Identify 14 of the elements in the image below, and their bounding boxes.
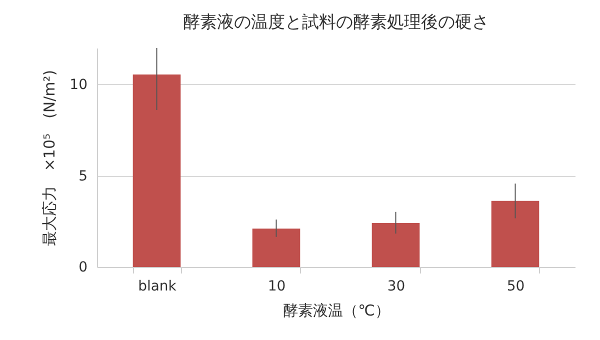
x-tick-label: 10 <box>268 278 286 294</box>
y-axis-title: 最大応力 ×10⁵ (N/m²) <box>40 70 59 246</box>
bar <box>132 74 181 267</box>
x-tick-label: 30 <box>387 278 406 294</box>
x-tick-label: blank <box>138 278 178 294</box>
chart-title: 酵素液の温度と試料の酵素処理後の硬さ <box>183 12 489 32</box>
y-tick-label: 10 <box>70 77 88 93</box>
x-axis-title: 酵素液温（℃） <box>283 302 390 320</box>
y-tick-label: 0 <box>78 260 88 276</box>
bar <box>372 223 420 267</box>
x-tick-label: 50 <box>506 278 525 294</box>
bar <box>252 228 300 267</box>
bar <box>491 200 540 267</box>
y-tick-label: 5 <box>78 168 88 184</box>
